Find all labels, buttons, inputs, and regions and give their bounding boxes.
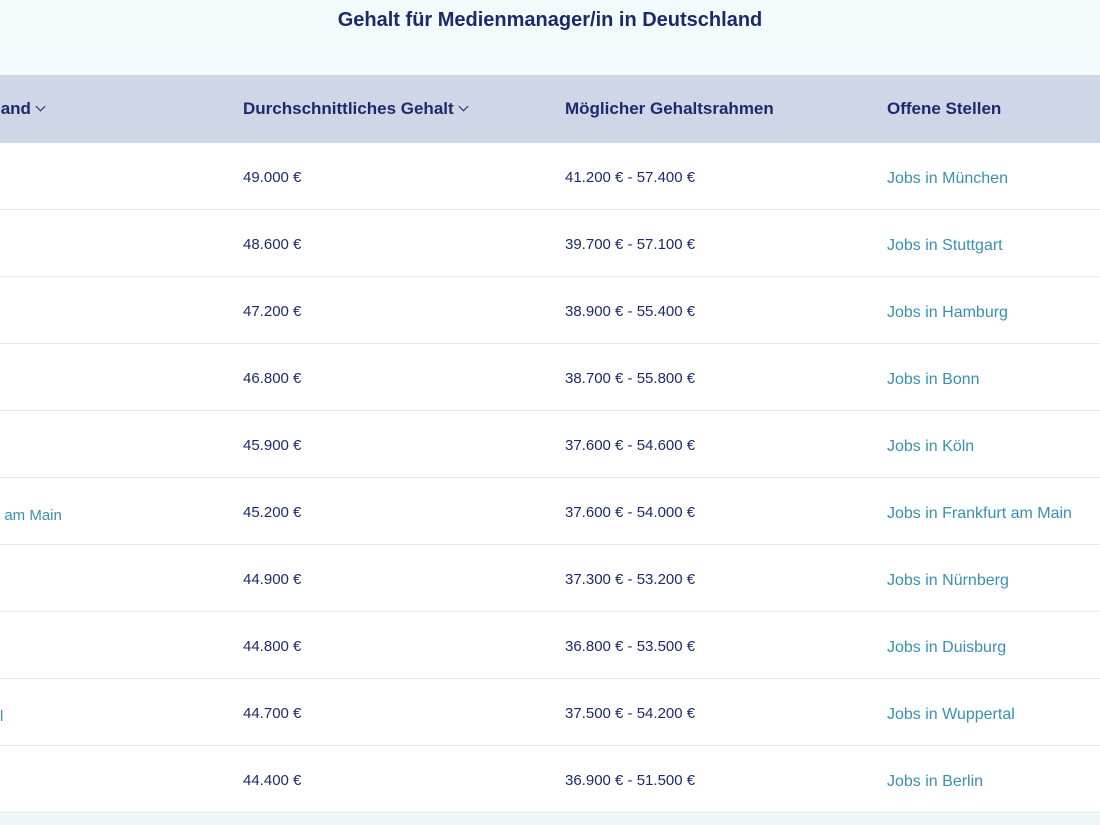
salary-range: 38.900 € - 55.400 € <box>565 303 696 320</box>
jobs-link[interactable]: Jobs in München <box>887 170 1008 187</box>
jobs-link[interactable]: Jobs in Wuppertal <box>887 706 1015 723</box>
salary-range: 37.300 € - 53.200 € <box>565 571 696 588</box>
average-salary: 44.700 € <box>243 705 302 722</box>
jobs-link[interactable]: Jobs in Berlin <box>887 773 984 790</box>
column-header-open-jobs: Offene Stellen <box>887 99 1002 118</box>
table-header: land Durchschnittliches Gehalt Möglicher… <box>0 75 1100 143</box>
salary-range: 37.600 € - 54.000 € <box>565 504 696 521</box>
salary-range: 36.800 € - 53.500 € <box>565 638 696 655</box>
table-row: 44.800 € 36.800 € - 53.500 € Jobs in Dui… <box>0 612 1100 679</box>
table-row: 44.400 € 36.900 € - 51.500 € Jobs in Ber… <box>0 746 1100 813</box>
average-salary: 45.900 € <box>243 437 302 454</box>
jobs-link[interactable]: Jobs in Köln <box>887 438 975 455</box>
column-header-avg-salary-label: Durchschnittliches Gehalt <box>243 99 454 118</box>
table-row: 49.000 € 41.200 € - 57.400 € Jobs in Mün… <box>0 143 1100 210</box>
chevron-down-icon <box>35 101 46 112</box>
average-salary: 45.200 € <box>243 504 302 521</box>
salary-range: 38.700 € - 55.800 € <box>565 370 696 387</box>
average-salary: 44.400 € <box>243 772 302 789</box>
jobs-link[interactable]: Jobs in Duisburg <box>887 639 1007 656</box>
table-row: l 44.700 € 37.500 € - 54.200 € Jobs in W… <box>0 679 1100 746</box>
salary-range: 37.500 € - 54.200 € <box>565 705 696 722</box>
table-row: 45.900 € 37.600 € - 54.600 € Jobs in Köl… <box>0 411 1100 478</box>
average-salary: 44.900 € <box>243 571 302 588</box>
average-salary: 47.200 € <box>243 303 302 320</box>
table-row: 48.600 € 39.700 € - 57.100 € Jobs in Stu… <box>0 210 1100 277</box>
column-header-city[interactable]: land <box>0 75 46 143</box>
table-row: 44.900 € 37.300 € - 53.200 € Jobs in Nür… <box>0 545 1100 612</box>
jobs-link[interactable]: Jobs in Nürnberg <box>887 572 1009 589</box>
salary-range: 36.900 € - 51.500 € <box>565 772 696 789</box>
table-row: t am Main 45.200 € 37.600 € - 54.000 € J… <box>0 478 1100 545</box>
salary-range: 41.200 € - 57.400 € <box>565 169 696 186</box>
column-header-city-label: land <box>0 99 31 118</box>
average-salary: 44.800 € <box>243 638 302 655</box>
column-header-avg-salary[interactable]: Durchschnittliches Gehalt <box>243 75 469 143</box>
city-link[interactable]: t am Main <box>0 507 62 524</box>
salary-range: 37.600 € - 54.600 € <box>565 437 696 454</box>
city-link[interactable]: l <box>0 708 4 725</box>
column-header-salary-range: Möglicher Gehaltsrahmen <box>565 99 774 118</box>
salary-table: land Durchschnittliches Gehalt Möglicher… <box>0 75 1100 813</box>
chevron-down-icon <box>458 101 469 112</box>
jobs-link[interactable]: Jobs in Bonn <box>887 371 980 388</box>
table-footer-strip <box>0 815 1100 825</box>
average-salary: 49.000 € <box>243 169 302 186</box>
jobs-link[interactable]: Jobs in Frankfurt am Main <box>887 505 1072 522</box>
table-row: 46.800 € 38.700 € - 55.800 € Jobs in Bon… <box>0 344 1100 411</box>
average-salary: 48.600 € <box>243 236 302 253</box>
page-title: Gehalt für Medienmanager/in in Deutschla… <box>337 9 763 31</box>
average-salary: 46.800 € <box>243 370 302 387</box>
jobs-link[interactable]: Jobs in Hamburg <box>887 304 1008 321</box>
salary-range: 39.700 € - 57.100 € <box>565 236 696 253</box>
jobs-link[interactable]: Jobs in Stuttgart <box>887 237 1003 254</box>
table-row: 47.200 € 38.900 € - 55.400 € Jobs in Ham… <box>0 277 1100 344</box>
